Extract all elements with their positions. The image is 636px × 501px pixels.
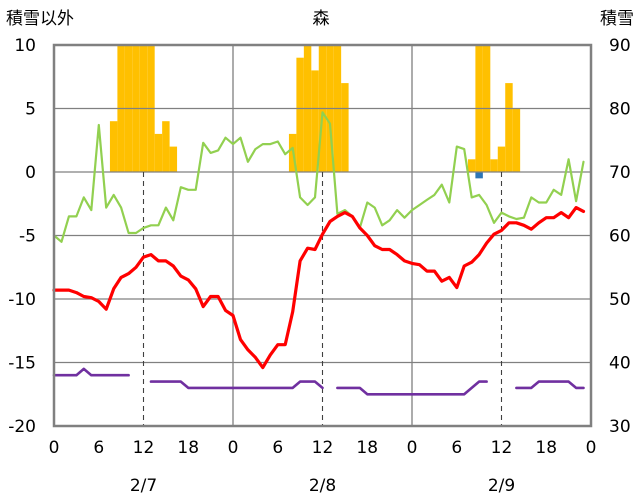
date-label: 2/8: [309, 476, 336, 496]
hour-tick-label: 18: [356, 438, 378, 458]
hour-tick-label: 12: [491, 438, 513, 458]
precipitation-bar-35: [311, 70, 319, 172]
plot-frame: [52, 43, 593, 428]
series-lines: [52, 111, 586, 396]
hour-tick-label: 12: [312, 438, 334, 458]
snow_depth-segment-1: [149, 380, 324, 390]
snow_depth-segment-0: [52, 367, 130, 377]
hour-tick-label: 6: [272, 438, 283, 458]
left-tick-label: -5: [19, 227, 36, 247]
precipitation-bar-56: [467, 159, 476, 172]
right-tick-label: 60: [609, 227, 631, 247]
hour-tick-label: 0: [407, 438, 418, 458]
small_precip-bar-57: [475, 172, 483, 179]
temperature_line: [52, 206, 586, 370]
precipitation-bar-59: [490, 159, 498, 172]
right-tick-label: 30: [609, 417, 631, 437]
hour-tick-label: 6: [93, 438, 104, 458]
precipitation-bar-15: [162, 121, 170, 172]
chart-title: 森: [313, 9, 330, 29]
hour-tick-label: 0: [49, 438, 60, 458]
hour-tick-label: 6: [451, 438, 462, 458]
precipitation-bar-61: [505, 83, 513, 172]
left-axis-title: 積雪以外: [6, 9, 74, 29]
hour-tick-label: 0: [228, 438, 239, 458]
precipitation-bar-39: [341, 83, 349, 172]
left-tick-label: 5: [25, 100, 36, 120]
right-tick-label: 40: [609, 354, 631, 374]
snow_depth-segment-3: [515, 380, 585, 390]
hour-tick-label: 18: [177, 438, 199, 458]
precipitation-bar-60: [497, 146, 506, 172]
right-axis-title: 積雪: [600, 9, 634, 29]
left-tick-label: -10: [8, 290, 36, 310]
precipitation-bar-8: [109, 121, 118, 172]
left-tick-label: 0: [25, 163, 36, 183]
left-tick-label: -15: [8, 354, 36, 374]
right-tick-label: 80: [609, 100, 631, 120]
precipitation-bar-16: [169, 146, 178, 172]
left-tick-label: -20: [8, 417, 36, 437]
plot-border: [52, 43, 593, 428]
humidity_line: [52, 111, 585, 243]
hour-tick-label: 0: [586, 438, 597, 458]
right-tick-label: 50: [609, 290, 631, 310]
precipitation-bar-14: [154, 133, 163, 172]
precipitation-bar-62: [512, 108, 521, 172]
date-label: 2/9: [488, 476, 515, 496]
left-tick-label: 10: [14, 36, 36, 56]
precipitation-bar-33: [296, 57, 304, 173]
right-tick-label: 70: [609, 163, 631, 183]
snow_depth-segment-2: [336, 380, 488, 396]
hour-tick-label: 18: [535, 438, 557, 458]
date-label: 2/7: [130, 476, 157, 496]
axis-labels: 積雪以外 森 積雪 1050-5-10-15-20908070605040300…: [6, 9, 634, 496]
hour-tick-label: 12: [133, 438, 155, 458]
right-tick-label: 90: [609, 36, 631, 56]
